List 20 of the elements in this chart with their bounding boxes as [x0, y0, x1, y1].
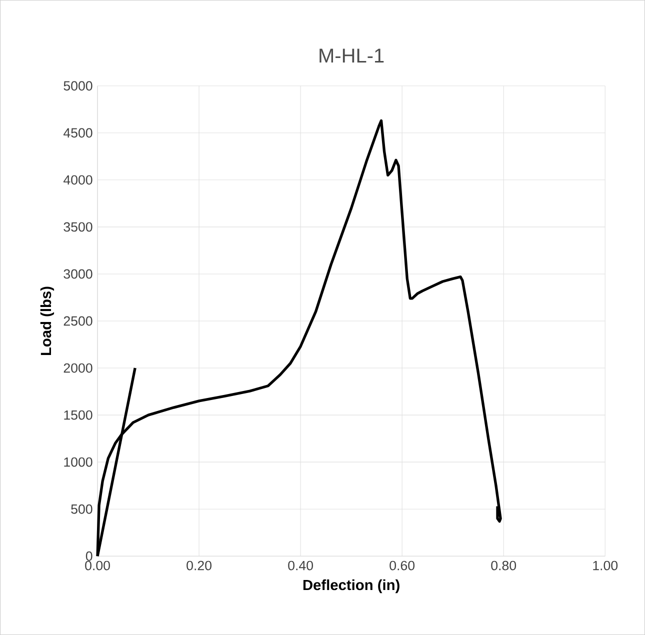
x-tick-label: 0.80 [491, 560, 516, 570]
chart-title: M-HL-1 [320, 48, 384, 62]
y-tick-label: 1500 [64, 410, 92, 420]
y-tick-label: 0 [86, 551, 92, 561]
y-tick-label: 1000 [64, 457, 92, 467]
y-tick-label: 4500 [63, 128, 92, 138]
x-tick-label: 0.00 [85, 560, 110, 570]
x-axis-title: Deflection (in) [303, 579, 400, 594]
y-tick-label: 500 [71, 504, 92, 514]
y-axis-title: Load (lbs) [40, 286, 54, 356]
y-tick-label: 2000 [64, 363, 92, 373]
y-tick-label: 3000 [64, 269, 92, 279]
y-tick-label: 4000 [63, 175, 92, 185]
x-tick-label: 0.60 [390, 560, 415, 570]
y-tick-label: 2500 [64, 316, 92, 326]
x-tick-label: 1.00 [593, 560, 618, 570]
x-tick-label: 0.20 [186, 560, 212, 570]
y-tick-label: 3500 [64, 222, 92, 232]
x-tick-label: 0.40 [288, 560, 314, 570]
y-tick-label: 5000 [64, 81, 92, 91]
